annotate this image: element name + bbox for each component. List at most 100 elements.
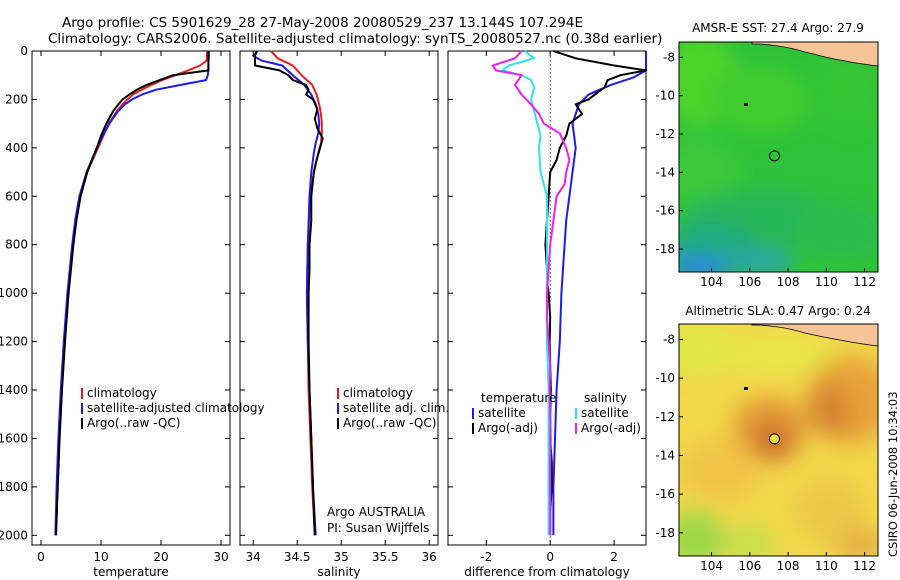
temperature-series-0 [55, 50, 209, 536]
temperature-ticks-layer: 0 10 20 30 0 200 400 600 800 1000 1200 1400 1600 1800… [0, 44, 230, 564]
sst-map-ticks-layer: 104 106 108 110 112 -8 -10 -12 -14 -16 -18 [655, 50, 876, 289]
salinity-x-tick-label-1: 34.5 [284, 550, 311, 564]
depth-tick-label-0: 0 [20, 44, 28, 58]
sst-argo-marker [768, 150, 780, 162]
difference-legend-label-1-1: satellite [581, 406, 629, 420]
difference-series-2 [501, 50, 550, 536]
difference-legend: temperaturesatelliteArgo(-adj)salinitysa… [472, 391, 641, 435]
depth-tick-label-8: 1600 [0, 431, 28, 445]
temperature-plot-frame [31, 50, 231, 546]
difference-x-tick-label-0: -2 [480, 550, 492, 564]
sst-map-x-tick-label-3: 110 [815, 275, 838, 289]
sst-map-x-tick-label-2: 108 [777, 275, 800, 289]
temperature-x-tick-label-0: 0 [37, 550, 45, 564]
difference-x-axis-label: difference from climatology [464, 565, 630, 579]
salinity-series-0 [270, 50, 323, 536]
sla-land-dot [744, 387, 748, 390]
temperature-series-layer [54, 50, 210, 536]
sla-map-x-tick-label-2: 108 [777, 559, 800, 573]
temperature-x-axis-label: temperature [93, 565, 168, 579]
salinity-series-layer [252, 50, 324, 536]
salinity-x-tick-label-0: 34 [246, 550, 261, 564]
salinity-legend-label-1: satellite adj. clim. [343, 401, 449, 415]
salinity-series-2 [254, 50, 324, 536]
salinity-legend-label-0: climatology [343, 386, 413, 400]
temperature-x-tick-label-3: 30 [213, 550, 228, 564]
salinity-plot-frame [239, 50, 439, 546]
depth-tick-label-5: 1000 [0, 286, 28, 300]
sla-map-y-tick-label-2: -12 [655, 410, 675, 424]
salinity-annotation-line-2: PI: Susan Wijffels [327, 521, 429, 535]
sst-map-y-tick-label-2: -12 [655, 127, 675, 141]
difference-series-0 [552, 51, 647, 536]
difference-x-tick-label-2: 2 [610, 550, 618, 564]
sst-map-y-tick-label-1: -10 [655, 89, 675, 103]
depth-tick-label-6: 1200 [0, 335, 28, 349]
depth-tick-label-9: 1800 [0, 480, 28, 494]
temperature-series-1 [54, 50, 210, 536]
temperature-legend-label-0: climatology [87, 386, 157, 400]
difference-legend-label-0-2: Argo(-adj) [478, 421, 538, 435]
sla-map-x-tick-label-1: 106 [738, 559, 761, 573]
sst-map-x-tick-label-4: 112 [853, 275, 876, 289]
sst-map-panel: AMSR-E SST: 27.4 Argo: 27.9 104 106 108 110… [655, 21, 879, 289]
header-line-1: Argo profile: CS 5901629_28 27-May-2008 … [62, 15, 583, 31]
depth-tick-label-10: 2000 [0, 528, 28, 542]
temperature-x-tick-label-1: 10 [93, 550, 108, 564]
header-line-2: Climatology: CARS2006. Satellite-adjuste… [48, 31, 662, 47]
sla-map-panel: Altimetric SLA: 0.47 Argo: 0.24 104 106 10… [655, 304, 879, 573]
difference-series-3 [491, 50, 571, 536]
sla-map-x-tick-label-0: 104 [700, 559, 723, 573]
sla-land-mass [679, 324, 878, 347]
temperature-series-2 [55, 51, 210, 536]
salinity-x-tick-label-2: 35 [334, 550, 349, 564]
sla-map-y-tick-label-0: -8 [663, 332, 675, 346]
depth-tick-label-4: 800 [5, 238, 28, 252]
temperature-panel: 0 10 20 30 0 200 400 600 800 1000 1200 1400 1600 1800… [0, 44, 265, 579]
depth-tick-label-7: 1400 [0, 383, 28, 397]
salinity-x-tick-label-3: 35.5 [372, 550, 399, 564]
sla-map-y-tick-label-4: -16 [655, 487, 675, 501]
sst-map-y-tick-label-5: -18 [655, 242, 675, 256]
sst-map-x-tick-label-1: 106 [738, 275, 761, 289]
salinity-annotation-line-1: Argo AUSTRALIA [327, 505, 426, 519]
difference-legend-label-0-0: temperature [481, 391, 556, 405]
sst-land-mass [679, 42, 878, 67]
sst-map-frame [678, 41, 879, 273]
depth-tick-label-3: 600 [5, 189, 28, 203]
sla-map-y-tick-label-3: -14 [655, 448, 675, 462]
difference-legend-label-1-0: salinity [584, 391, 627, 405]
sla-field [679, 325, 878, 556]
difference-legend-label-0-1: satellite [478, 406, 526, 420]
sst-field [679, 42, 878, 272]
difference-panel: -2 0 2 temperaturesatelliteArgo(-adj)salin… [447, 50, 647, 579]
sla-map-x-tick-label-4: 112 [853, 559, 876, 573]
salinity-ticks-layer: 34 34.5 35 35.5 36 [240, 50, 438, 564]
difference-x-tick-label-1: 0 [546, 550, 554, 564]
temperature-legend-label-1: satellite-adjusted climatology [87, 401, 265, 415]
difference-plot-frame [447, 50, 647, 546]
sst-map-title: AMSR-E SST: 27.4 Argo: 27.9 [692, 21, 864, 35]
difference-ticks-layer: -2 0 2 [448, 50, 646, 564]
depth-tick-label-1: 200 [5, 92, 28, 106]
sst-land-dot [744, 103, 748, 106]
sla-map-y-tick-label-5: -18 [655, 526, 675, 540]
sla-argo-marker [768, 433, 780, 445]
sst-map-x-tick-label-0: 104 [700, 275, 723, 289]
sla-map-x-tick-label-3: 110 [815, 559, 838, 573]
sla-map-ticks-layer: 104 106 108 110 112 -8 -10 -12 -14 -16 -18 [655, 332, 876, 573]
salinity-x-tick-label-4: 36 [422, 550, 437, 564]
salinity-x-axis-label: salinity [317, 565, 360, 579]
sla-map-y-tick-label-1: -10 [655, 371, 675, 385]
sst-map-y-tick-label-3: -14 [655, 165, 675, 179]
sla-map-title: Altimetric SLA: 0.47 Argo: 0.24 [685, 304, 870, 318]
temperature-legend-label-2: Argo(..raw -QC) [87, 416, 180, 430]
temperature-x-tick-label-2: 20 [153, 550, 168, 564]
salinity-legend-label-2: Argo(..raw -QC) [343, 416, 436, 430]
difference-legend-label-1-2: Argo(-adj) [581, 421, 641, 435]
sst-map-y-tick-label-0: -8 [663, 50, 675, 64]
